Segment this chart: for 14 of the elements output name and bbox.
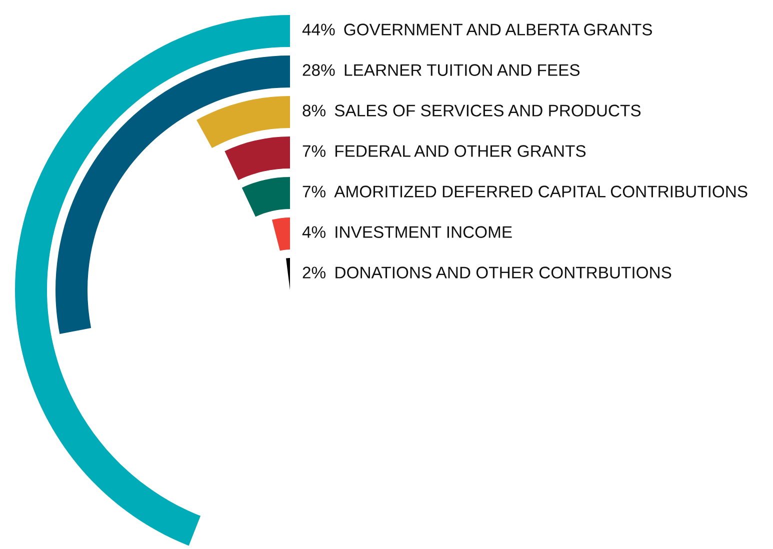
category-label: SALES OF SERVICES AND PRODUCTS [334, 104, 641, 116]
category-label: DONATIONS AND OTHER CONTRBUTIONS [336, 266, 672, 278]
data-label: 7% [302, 186, 326, 198]
data-label: 7% [302, 145, 326, 157]
data-label: 28% [302, 64, 335, 76]
data-label: 44% [302, 24, 335, 36]
category-label: INVESTMENT INCOME [336, 226, 512, 238]
category-label: AMORITIZED DEFERRED CAPITAL CONTRIBUTIONS [334, 186, 748, 198]
category-label: FEDERAL AND OTHER GRANTS [335, 145, 586, 157]
category-label: LEARNER TUITION AND FEES [344, 64, 580, 76]
data-label: 8% [302, 104, 326, 116]
data-label: 4% [302, 226, 326, 238]
data-label: 2% [302, 266, 326, 278]
category-label: GOVERNMENT AND ALBERTA GRANTS [344, 24, 652, 36]
